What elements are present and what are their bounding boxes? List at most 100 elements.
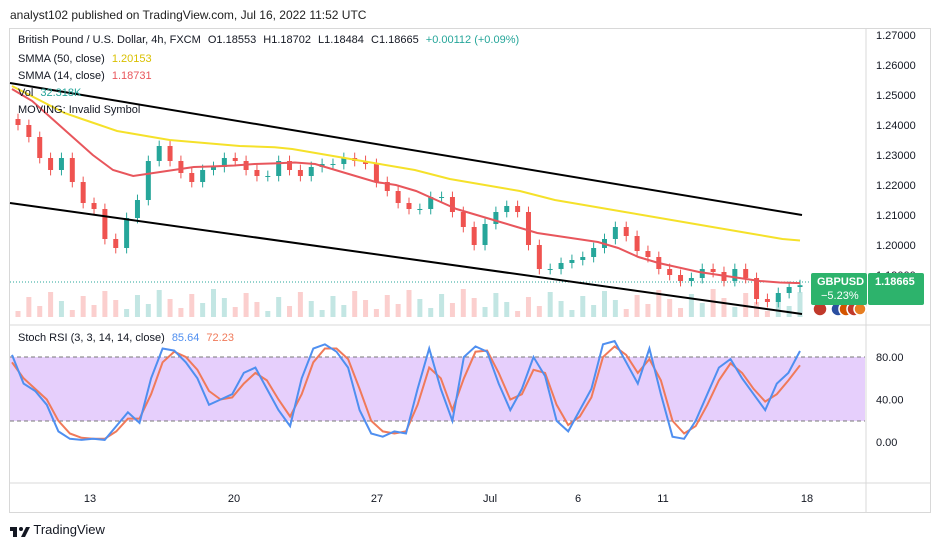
candle-body — [797, 285, 803, 287]
candle-body — [145, 161, 151, 200]
price-tick-label: 1.20000 — [876, 240, 916, 252]
candle-body — [384, 182, 390, 191]
stoch-legend[interactable]: Stoch RSI (3, 3, 14, 14, close) 85.64 72… — [18, 332, 234, 344]
candle-body — [460, 212, 466, 227]
volume-bar — [667, 299, 673, 317]
volume-bar — [352, 291, 358, 317]
candle-body — [330, 164, 336, 165]
volume-bar — [308, 301, 314, 317]
volume-bar — [134, 295, 140, 317]
candle-body — [569, 260, 575, 263]
symbol-legend: British Pound / U.S. Dollar, 4h, FXCM O1… — [18, 34, 519, 46]
price-tick-label: 1.27000 — [876, 30, 916, 42]
candle-body — [439, 197, 445, 198]
smma14-legend[interactable]: SMMA (14, close) 1.18731 — [18, 70, 152, 82]
time-tick-label: 6 — [575, 493, 581, 505]
volume-bar — [243, 293, 249, 317]
symbol-badge: GBPUSD −5.23% — [811, 273, 867, 305]
stoch-k-value: 85.64 — [171, 332, 200, 344]
candle-body — [612, 227, 618, 239]
volume-bar — [482, 307, 488, 317]
candle-body — [156, 146, 162, 161]
price-tick-label: 1.21000 — [876, 210, 916, 222]
badge-change: −5.23% — [821, 290, 859, 302]
smma50-legend[interactable]: SMMA (50, close) 1.20153 — [18, 53, 152, 65]
tradingview-logo-icon — [10, 526, 30, 537]
volume-bar — [211, 289, 216, 317]
volume-value: 32.318K — [40, 87, 82, 99]
volume-bar — [623, 309, 629, 317]
volume-bar — [276, 297, 282, 317]
volume-bar — [493, 293, 499, 317]
volume-bar — [449, 303, 455, 317]
moving-label: MOVING: Invalid Symbol — [18, 104, 141, 116]
last-price-label: 1.18665 — [868, 273, 924, 305]
time-tick-label: Jul — [483, 493, 497, 505]
volume-bar — [645, 304, 651, 317]
candle-body — [221, 158, 227, 167]
volume-bar — [754, 302, 760, 317]
candle-body — [710, 269, 716, 272]
candle-body — [536, 245, 542, 269]
volume-bar — [678, 308, 684, 317]
volume-bar — [48, 292, 54, 317]
footer[interactable]: TradingView — [10, 522, 105, 537]
volume-bar — [406, 290, 412, 317]
price-tick-label: 1.23000 — [876, 150, 916, 162]
volume-bar — [428, 308, 434, 317]
candle-body — [102, 209, 108, 239]
smma50-label: SMMA (50, close) — [18, 53, 105, 65]
flag-icons — [812, 301, 867, 317]
volume-bar — [710, 289, 716, 317]
volume-bar — [113, 300, 119, 317]
candle-body — [558, 263, 564, 269]
volume-bar — [536, 306, 542, 317]
volume-bar — [547, 292, 553, 317]
candle-body — [667, 269, 673, 275]
candle-body — [26, 125, 32, 137]
volume-bar — [287, 306, 293, 317]
candle-body — [297, 170, 303, 176]
candle-body — [37, 137, 43, 158]
candle-body — [178, 161, 184, 173]
candle-body — [688, 278, 694, 281]
candle-body — [254, 170, 260, 176]
candle-body — [591, 248, 597, 257]
open-value: 1.18553 — [216, 34, 257, 46]
moving-averages — [11, 85, 801, 285]
chart-frame — [9, 28, 931, 513]
candles — [15, 113, 803, 308]
volume-bar — [341, 305, 347, 317]
volume-bar — [221, 298, 227, 317]
volume-bar — [124, 309, 130, 317]
high-value: 1.18702 — [271, 34, 311, 46]
candle-body — [678, 275, 684, 281]
volume-bar — [471, 298, 477, 317]
candle-body — [124, 218, 130, 248]
candle-body — [80, 182, 86, 203]
channel-line-upper — [9, 82, 803, 216]
moving-legend[interactable]: MOVING: Invalid Symbol — [18, 104, 140, 116]
volume-bar — [363, 300, 369, 317]
candle-body — [134, 200, 140, 218]
volume-bar — [37, 306, 43, 317]
volume-bar — [580, 296, 586, 317]
volume-bar — [721, 298, 727, 317]
channel-line-lower — [9, 202, 803, 315]
candle-body — [232, 158, 238, 161]
stoch-tick-label: 80.00 — [876, 352, 904, 364]
candle-body — [580, 257, 586, 260]
candle-body — [525, 212, 531, 245]
candle-body — [276, 161, 282, 176]
volume-bar — [178, 308, 184, 317]
candle-body — [417, 209, 423, 210]
candle-body — [15, 119, 21, 125]
candle-body — [91, 203, 97, 209]
volume-bars — [15, 289, 803, 317]
candle-body — [308, 167, 314, 176]
time-tick-label: 18 — [801, 493, 813, 505]
volume-bar — [254, 302, 260, 317]
volume-legend[interactable]: Vol 32.318K — [18, 87, 81, 99]
candle-body — [211, 167, 216, 170]
